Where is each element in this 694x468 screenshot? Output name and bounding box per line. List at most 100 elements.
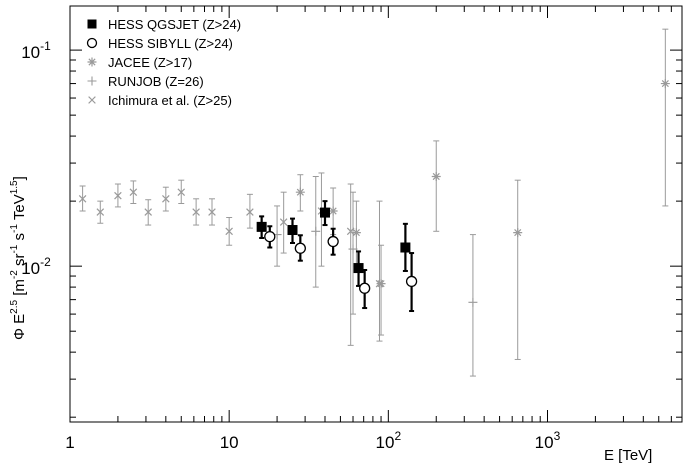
marker-asterisk (431, 172, 441, 182)
x-tick-label: 103 (535, 429, 561, 452)
legend-label: HESS SIBYLL (Z>24) (108, 36, 233, 51)
x-axis: 1 10 10 2 103 (65, 6, 683, 452)
marker-open-circle (359, 282, 371, 294)
data-point (311, 176, 321, 288)
marker-asterisk (295, 187, 305, 197)
data-point (114, 183, 122, 208)
y-tick-base: 10 (21, 43, 40, 62)
legend-entry: Ichimura et al. (Z>25) (88, 93, 232, 108)
y-title-m-exp: -2 (9, 270, 20, 279)
y-title-sr: sr (11, 254, 28, 271)
y-tick-base: 10 (21, 259, 40, 278)
marker-filled-square (287, 225, 298, 236)
y-title-tev-exp: 1.5 (9, 180, 20, 194)
legend-label: Ichimura et al. (Z>25) (108, 93, 232, 108)
marker-asterisk (87, 57, 97, 67)
legend-entry: HESS SIBYLL (Z>24) (86, 36, 233, 51)
data-point (144, 199, 153, 226)
x-axis-title: E [TeV] (604, 447, 652, 464)
marker-open-circle (294, 242, 306, 254)
data-point (287, 217, 298, 245)
x-tick-label: 10 (220, 433, 239, 452)
data-point (264, 225, 276, 249)
y-title-s-exp: -1 (9, 224, 20, 233)
data-point (400, 222, 411, 272)
marker-cross (279, 218, 288, 226)
data-point (405, 252, 418, 313)
marker-cross (208, 208, 216, 216)
marker-plus (311, 226, 321, 236)
legend: HESS QGSJET (Z>24) HESS SIBYLL (Z>24) JACE… (86, 17, 241, 108)
marker-cross (78, 195, 87, 203)
y-title-s: s (11, 233, 28, 245)
data-point (177, 179, 186, 204)
marker-filled-square (319, 207, 330, 218)
marker-asterisk (660, 79, 670, 89)
legend-label: JACEE (Z>17) (108, 55, 192, 70)
legend-entry: RUNJOB (Z=26) (87, 74, 204, 89)
y-axis-title: Φ E2.5 [m-2 sr-1 s-1 TeV1.5] (9, 176, 28, 340)
y-title-close: ] (11, 176, 28, 180)
marker-filled-square (400, 242, 411, 253)
marker-cross (162, 195, 170, 203)
marker-open-circle (86, 37, 98, 49)
marker-cross (246, 208, 254, 216)
marker-filled-square (353, 263, 364, 274)
marker-open-circle (264, 230, 276, 243)
y-axis: 10-210-1 (21, 39, 682, 418)
data-point (129, 180, 138, 204)
marker-plus (468, 297, 478, 307)
marker-open-circle (327, 235, 339, 248)
y-tick-label: 10-1 (21, 39, 51, 62)
marker-cross (129, 188, 138, 196)
marker-asterisk (513, 228, 523, 238)
data-point (225, 216, 233, 246)
series-open-circle (264, 225, 418, 313)
legend-entry: HESS QGSJET (Z>24) (87, 17, 241, 32)
data-point (78, 185, 87, 212)
y-title-exp: 2.5 (9, 300, 20, 314)
x-tick-exp: 2 (394, 429, 401, 443)
marker-open-circle (405, 275, 418, 288)
marker-asterisk (328, 206, 338, 216)
data-point (294, 234, 306, 262)
series-layer (78, 28, 670, 377)
data-point (256, 215, 267, 240)
x-tick-base: 10 (535, 433, 554, 452)
data-point (246, 193, 254, 229)
data-point (279, 191, 288, 254)
data-point (327, 227, 339, 256)
x-tick-base: 1 (65, 433, 74, 452)
data-point (295, 174, 305, 212)
marker-filled-square (256, 221, 267, 232)
data-point (208, 198, 216, 226)
legend-label: HESS QGSJET (Z>24) (108, 17, 241, 32)
marker-plus (87, 76, 97, 86)
y-tick-exp: -1 (40, 39, 51, 53)
plot-frame (69, 5, 683, 423)
data-point (192, 198, 200, 226)
data-point (375, 200, 384, 342)
y-tick-exp: -2 (40, 255, 51, 269)
legend-entry: JACEE (Z>17) (87, 55, 192, 70)
series-cross (78, 172, 384, 346)
y-tick-label: 10-2 (21, 255, 51, 278)
legend-label: RUNJOB (Z=26) (108, 74, 204, 89)
data-point (468, 234, 478, 377)
x-tick-base: 10 (220, 433, 239, 452)
marker-cross (88, 96, 96, 104)
data-point (513, 179, 523, 360)
y-title-sr-exp: -1 (9, 244, 20, 253)
data-point (660, 28, 670, 207)
marker-asterisk (351, 228, 361, 238)
marker-cross (177, 188, 186, 196)
x-tick-label: 1 (65, 433, 74, 452)
y-title-phi: Φ E (11, 314, 28, 340)
x-tick-exp: 3 (554, 429, 561, 443)
data-point (376, 244, 386, 336)
data-point (319, 200, 330, 227)
marker-cross (144, 208, 153, 216)
marker-asterisk (376, 279, 386, 289)
data-point (359, 268, 371, 310)
